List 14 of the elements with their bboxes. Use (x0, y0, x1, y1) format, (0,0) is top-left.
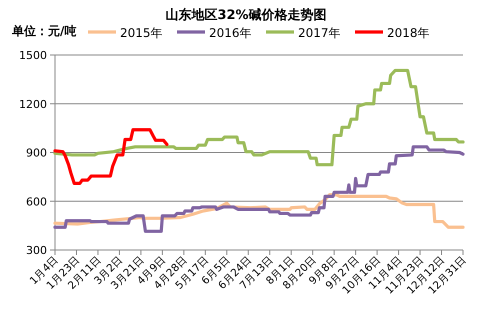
y-tick-label: 300 (26, 244, 47, 257)
legend-label: 2016年 (209, 26, 252, 40)
y-tick-label: 1500 (19, 49, 47, 62)
legend-label: 2015年 (120, 26, 163, 40)
y-tick-label: 1200 (19, 98, 47, 111)
legend-label: 2018年 (387, 26, 430, 40)
line-series (53, 68, 465, 166)
chart-title: 山东地区32%碱价格走势图 (165, 7, 327, 23)
y-tick-label: 900 (26, 146, 47, 160)
y-tick-label: 600 (26, 195, 47, 208)
line-series (53, 145, 465, 233)
y-axis-title: 单位：元/吨 (11, 24, 76, 38)
line-series (53, 128, 168, 185)
legend-label: 2017年 (298, 26, 341, 40)
